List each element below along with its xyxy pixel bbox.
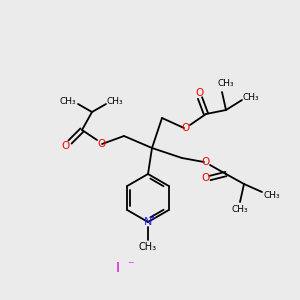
Text: O: O	[196, 88, 204, 98]
Text: CH₃: CH₃	[218, 80, 234, 88]
Text: CH₃: CH₃	[243, 92, 259, 101]
Text: CH₃: CH₃	[107, 97, 123, 106]
Text: ⁻: ⁻	[127, 260, 133, 272]
Text: I: I	[116, 261, 120, 275]
Text: CH₃: CH₃	[60, 97, 76, 106]
Text: O: O	[201, 173, 209, 183]
Text: N: N	[144, 217, 152, 227]
Text: O: O	[202, 157, 210, 167]
Text: CH₃: CH₃	[264, 190, 280, 200]
Text: O: O	[182, 123, 190, 133]
Text: O: O	[62, 141, 70, 151]
Text: CH₃: CH₃	[232, 206, 248, 214]
Text: O: O	[98, 139, 106, 149]
Text: +: +	[150, 212, 156, 221]
Text: CH₃: CH₃	[139, 242, 157, 252]
